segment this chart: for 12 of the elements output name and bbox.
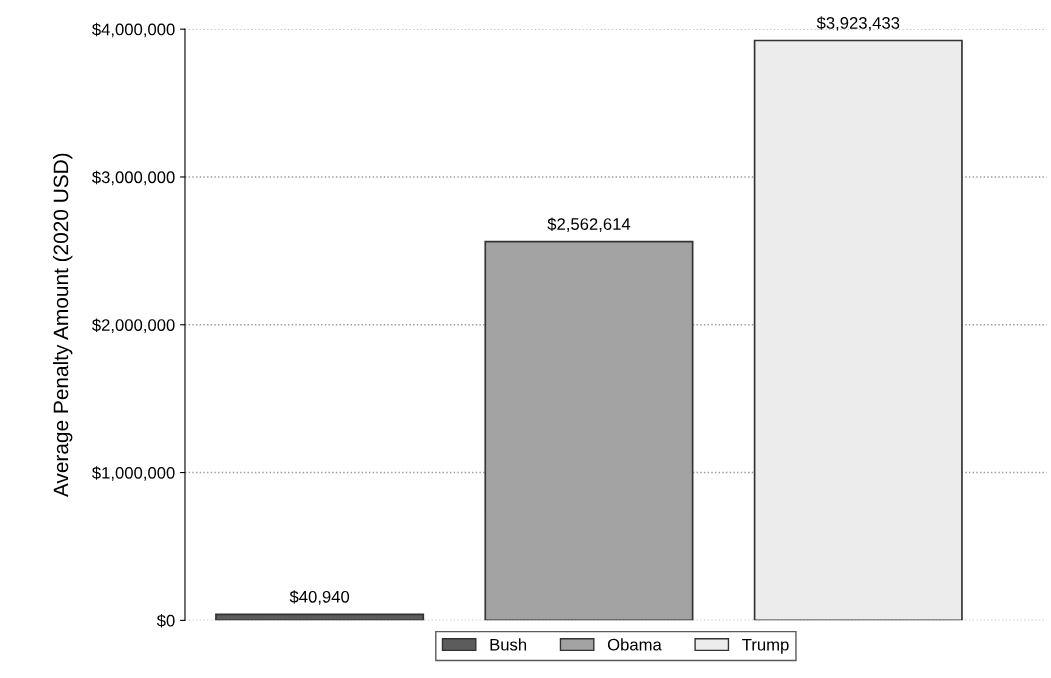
data-label: $2,562,614	[547, 217, 631, 232]
y-tick-label: $0	[156, 614, 175, 628]
y-tick-label: $3,000,000	[92, 170, 175, 186]
legend-label: Bush	[490, 638, 527, 651]
y-axis-title: Average Penalty Amount (2020 USD)	[52, 153, 73, 498]
legend-label: Trump	[742, 638, 789, 654]
data-label: $40,940	[289, 590, 350, 605]
y-tick-label: $4,000,000	[92, 22, 175, 38]
data-label: $3,923,433	[816, 16, 900, 31]
y-tick-label: $1,000,000	[92, 466, 175, 481]
legend-label: Obama	[607, 638, 662, 651]
y-tick-label: $2,000,000	[92, 318, 175, 333]
